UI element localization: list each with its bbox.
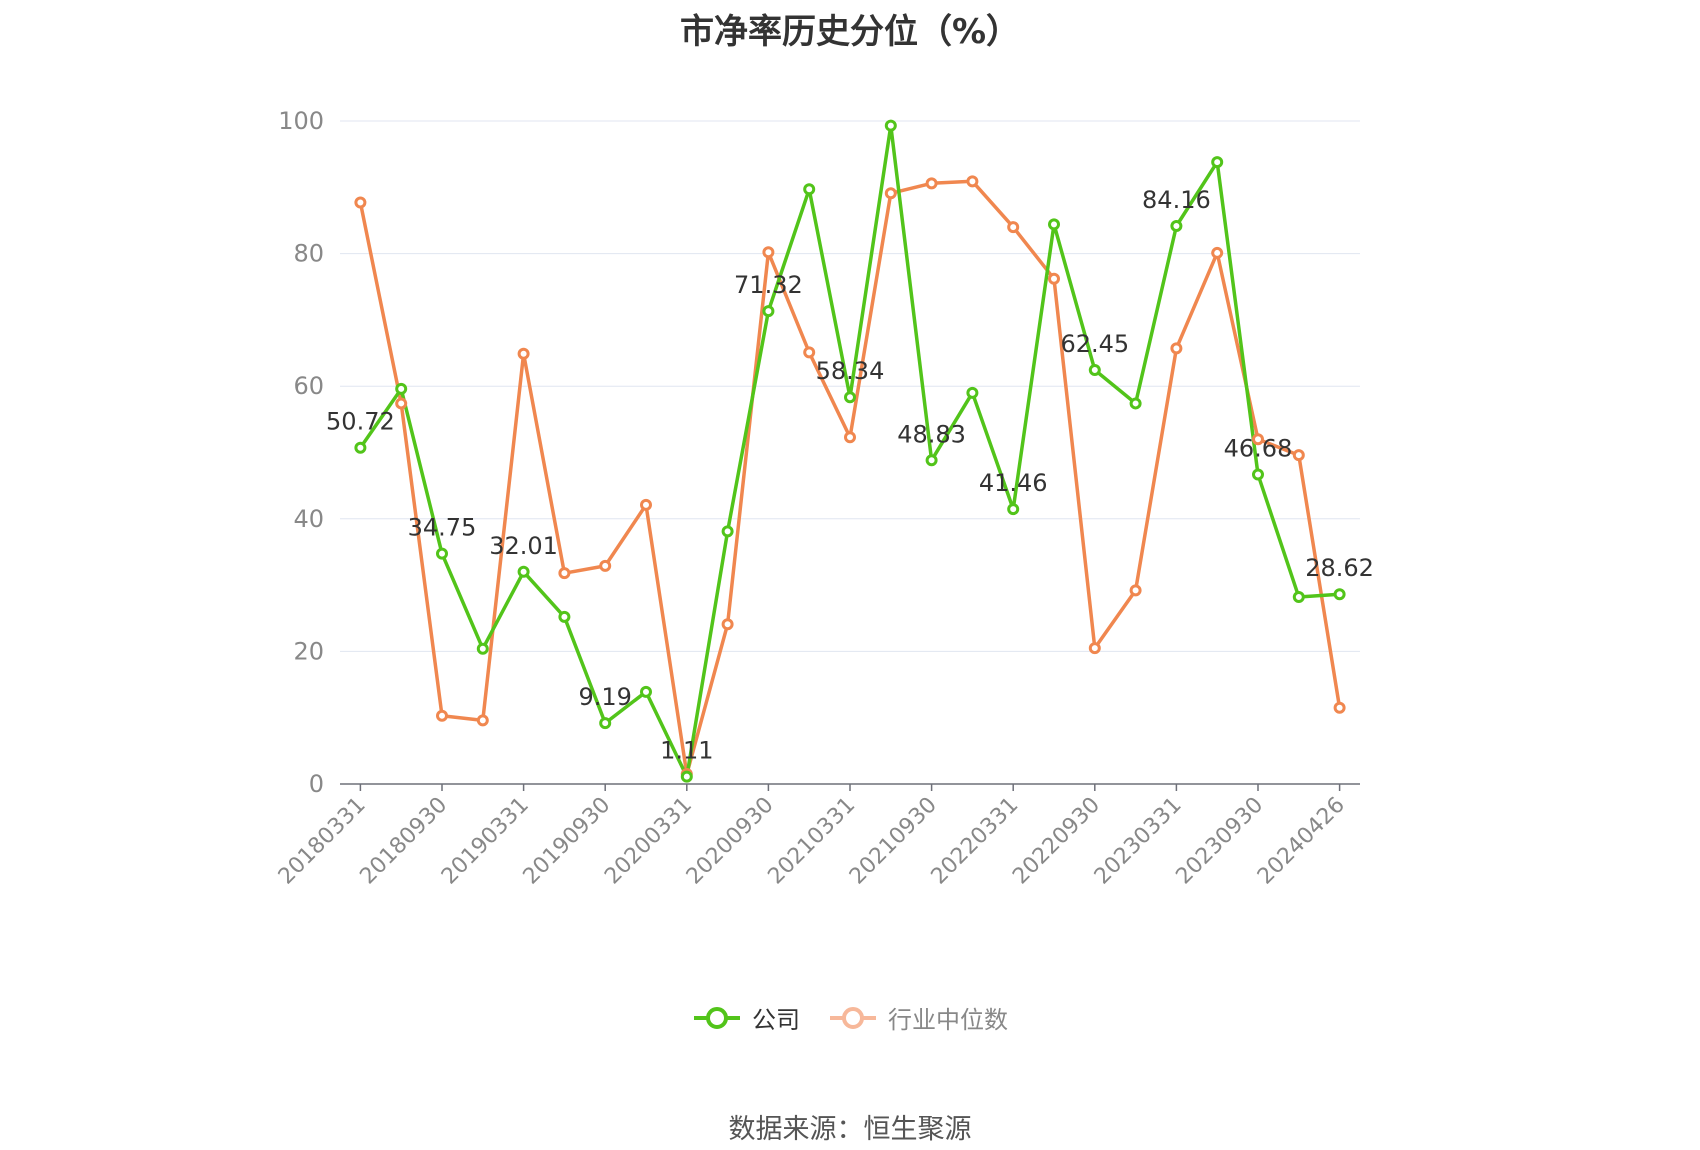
company-data-label: 84.16: [1142, 186, 1211, 214]
industry-data-point: [762, 246, 775, 259]
company-data-point: [1211, 156, 1224, 169]
x-tick-label: 20200331: [600, 793, 697, 890]
company-data-point: [1170, 220, 1183, 233]
company-data-point: [1007, 503, 1020, 516]
company-data-point: [844, 391, 856, 404]
company-data-label: 58.34: [816, 357, 885, 385]
company-data-point: [517, 565, 530, 578]
industry-data-point: [721, 618, 734, 631]
x-tick-label: 20180930: [355, 793, 452, 890]
industry-data-point: [1252, 433, 1264, 446]
company-data-point: [1129, 397, 1142, 410]
line-chart: 0 20 40 60 80 100 2018033120180930201903312019…: [274, 107, 1374, 890]
company-data-label: 48.83: [897, 420, 966, 448]
industry-data-point: [884, 187, 897, 200]
company-data-point: [966, 386, 979, 399]
industry-data-point: [354, 196, 367, 209]
industry-data-point: [476, 714, 489, 727]
company-data-label: 46.68: [1224, 435, 1293, 463]
company-data-point: [395, 382, 408, 395]
industry-data-point: [1170, 342, 1183, 355]
legend-company-marker-icon: [694, 1006, 740, 1029]
industry-data-point: [1007, 221, 1020, 234]
industry-data-point: [640, 498, 652, 511]
company-data-label: 71.32: [734, 271, 803, 299]
company-data-point: [762, 305, 775, 318]
industry-median-series-line: [358, 179, 1342, 776]
x-tick-label: 20200930: [682, 793, 779, 890]
industry-data-point: [436, 709, 448, 722]
company-data-label: 1.11: [660, 737, 713, 765]
y-tick-label: 0: [309, 770, 324, 798]
industry-data-point: [1292, 449, 1305, 462]
industry-data-point: [803, 346, 816, 359]
industry-data-point: [395, 397, 408, 410]
x-tick-label: 20220930: [1008, 793, 1105, 890]
x-tick-label: 20220331: [927, 793, 1024, 890]
industry-data-point: [1129, 584, 1142, 597]
legend-industry-marker-icon: [830, 1006, 876, 1029]
x-tick-label: 20210331: [763, 793, 860, 890]
legend-company-label: 公司: [752, 1006, 800, 1034]
company-data-point: [1088, 363, 1101, 376]
company-data-label: 41.46: [979, 469, 1048, 497]
industry-data-point: [1088, 642, 1101, 655]
x-tick-label: 20210930: [845, 793, 942, 890]
company-data-label: 32.01: [489, 532, 558, 560]
x-tick-label: 20190930: [519, 793, 616, 890]
company-data-label: 28.62: [1305, 554, 1374, 582]
x-tick-label: 20230331: [1090, 793, 1187, 890]
y-tick-label: 60: [293, 372, 324, 400]
company-data-point: [1292, 591, 1305, 604]
company-data-label: 34.75: [408, 514, 477, 542]
company-data-point: [680, 770, 693, 783]
company-data-label: 9.19: [578, 683, 631, 711]
y-tick-label: 40: [293, 505, 324, 533]
company-data-point: [558, 610, 571, 623]
industry-data-point: [1211, 246, 1224, 259]
x-tick-label: 20230930: [1171, 793, 1268, 890]
company-data-point: [436, 547, 448, 560]
x-tick-label: 20190331: [437, 793, 534, 890]
legend-item-company[interactable]: 公司: [692, 1000, 800, 1035]
company-data-point: [884, 119, 897, 132]
industry-data-point: [517, 347, 530, 360]
industry-data-point: [966, 175, 979, 188]
industry-data-point: [1333, 701, 1346, 714]
company-data-point: [476, 642, 489, 655]
data-source: 数据来源：恒生聚源: [728, 1114, 972, 1145]
company-data-point: [1048, 218, 1060, 231]
legend-item-industry-median[interactable]: 行业中位数: [828, 1000, 1008, 1035]
industry-data-point: [1048, 272, 1060, 285]
industry-data-point: [844, 431, 856, 444]
company-data-point: [640, 685, 652, 698]
chart-title: 市净率历史分位（%）: [679, 12, 1021, 52]
company-data-point: [354, 441, 367, 454]
industry-data-point: [558, 567, 571, 580]
y-tick-label: 20: [293, 637, 324, 665]
legend: 公司 行业中位数: [0, 1000, 1700, 1035]
x-tick-label: 20180331: [274, 793, 371, 890]
legend-industry-label: 行业中位数: [888, 1006, 1008, 1034]
company-data-point: [1252, 468, 1264, 481]
industry-data-point: [599, 559, 612, 572]
company-data-point: [599, 717, 612, 730]
y-tick-label: 80: [293, 240, 324, 268]
y-tick-label: 100: [278, 107, 324, 135]
company-data-point: [1333, 588, 1346, 601]
company-series-line: [358, 123, 1340, 779]
industry-data-point: [925, 177, 938, 190]
company-data-label: 62.45: [1060, 330, 1129, 358]
x-tick-label: 20240426: [1253, 793, 1350, 890]
company-data-point: [803, 183, 816, 196]
company-data-point: [925, 454, 938, 467]
company-data-point: [721, 525, 734, 538]
company-data-label: 50.72: [326, 408, 395, 436]
